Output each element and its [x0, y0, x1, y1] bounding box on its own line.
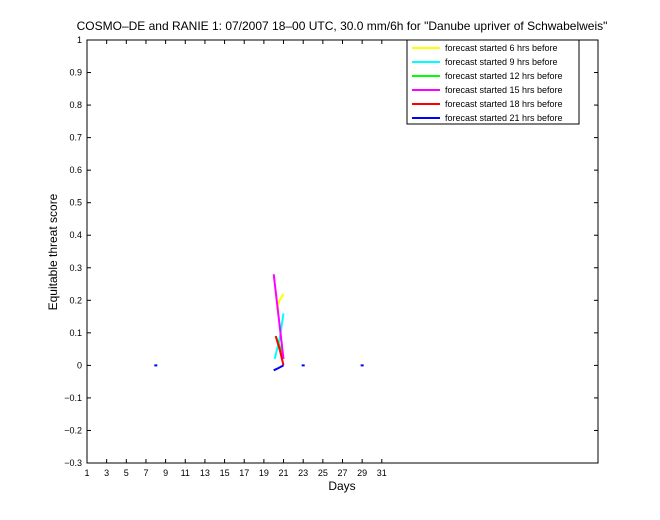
- y-tick-label: 0.8: [69, 100, 82, 110]
- x-tick-label: 25: [318, 468, 328, 478]
- y-tick-label: −0.1: [64, 393, 82, 403]
- y-tick-label: −0.2: [64, 425, 82, 435]
- y-tick-label: −0.3: [64, 458, 82, 468]
- series-line: [272, 274, 285, 360]
- y-tick-label: 0.6: [69, 165, 82, 175]
- x-tick-label: 27: [337, 468, 347, 478]
- y-axis-label: Equitable threat score: [46, 193, 60, 310]
- y-tick-label: 0.1: [69, 328, 82, 338]
- x-axis: 1 3 5 7 9 11 13 15 17 19 21 23 25 27 29 31: [84, 40, 387, 478]
- x-tick-label: 1: [84, 468, 89, 478]
- series-layer: [154, 274, 364, 372]
- legend: forecast started 6 hrs before forecast st…: [406, 39, 580, 125]
- legend-label: forecast started 15 hrs before: [445, 85, 563, 95]
- x-tick-label: 7: [143, 468, 148, 478]
- x-tick-label: 29: [357, 468, 367, 478]
- x-tick-label: 17: [239, 468, 249, 478]
- x-tick-label: 9: [163, 468, 168, 478]
- x-tick-label: 19: [259, 468, 269, 478]
- y-tick-label: 0.5: [69, 198, 82, 208]
- x-axis-label: Days: [328, 479, 355, 493]
- series-line: [273, 364, 284, 372]
- legend-label: forecast started 12 hrs before: [445, 71, 563, 81]
- y-tick-label: 0: [77, 360, 82, 370]
- legend-label: forecast started 9 hrs before: [445, 57, 558, 67]
- y-axis: −0.3 −0.2 −0.1 0 0.1 0.2 0.3 0.4 0.5 0.6 0.7 0.8 0.9…: [64, 35, 598, 468]
- x-tick-label: 5: [124, 468, 129, 478]
- x-tick-label: 13: [200, 468, 210, 478]
- x-tick-label: 3: [104, 468, 109, 478]
- series-line: [273, 313, 285, 360]
- legend-label: forecast started 18 hrs before: [445, 99, 563, 109]
- series-line: [274, 335, 285, 366]
- legend-box: [406, 39, 580, 125]
- chart-title: COSMO–DE and RANIE 1: 07/2007 18–00 UTC,…: [77, 19, 608, 33]
- x-tick-label: 23: [298, 468, 308, 478]
- y-tick-label: 1: [77, 35, 82, 45]
- x-tick-label: 15: [220, 468, 230, 478]
- y-tick-label: 0.3: [69, 263, 82, 273]
- y-tick-label: 0.4: [69, 230, 82, 240]
- y-tick-label: 0.9: [69, 68, 82, 78]
- legend-label: forecast started 21 hrs before: [445, 113, 563, 123]
- x-tick-label: 21: [279, 468, 289, 478]
- x-tick-label: 11: [181, 468, 190, 478]
- x-tick-label: 31: [377, 468, 387, 478]
- y-tick-label: 0.2: [69, 295, 82, 305]
- y-tick-label: 0.7: [69, 133, 82, 143]
- legend-label: forecast started 6 hrs before: [445, 43, 558, 53]
